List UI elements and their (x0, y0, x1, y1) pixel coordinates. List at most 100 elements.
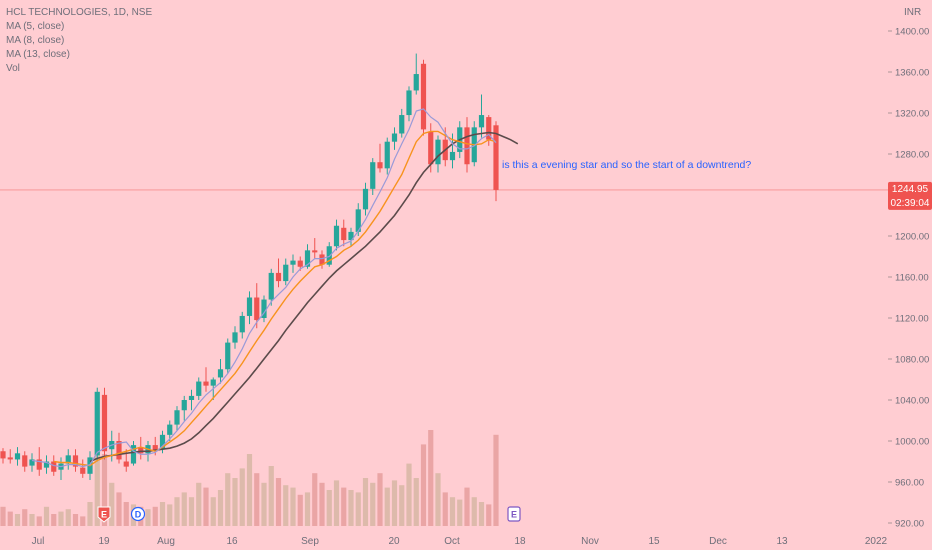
candle-body[interactable] (275, 272, 282, 282)
candle-body[interactable] (486, 117, 492, 140)
indicator-ma8-label[interactable]: MA (8, close) (6, 35, 65, 46)
candle-body[interactable] (478, 115, 485, 128)
candle-body[interactable] (297, 260, 303, 267)
price-tick-label: 1400.00 (895, 27, 929, 38)
currency-label: INR (904, 7, 921, 18)
candle-body[interactable] (29, 459, 35, 466)
candle-body[interactable] (116, 441, 122, 460)
candle-body[interactable] (435, 139, 441, 165)
candle-body[interactable] (43, 461, 50, 468)
candle-body[interactable] (341, 227, 347, 241)
candle-body[interactable] (326, 246, 332, 265)
indicator-volume-label[interactable]: Vol (6, 63, 20, 74)
candle-body[interactable] (101, 394, 108, 452)
candle-body[interactable] (413, 74, 419, 91)
candle-body[interactable] (449, 151, 456, 161)
volume-bar (181, 492, 187, 526)
candle-body[interactable] (203, 381, 209, 386)
candle-body[interactable] (384, 141, 390, 169)
candle-body[interactable] (138, 447, 144, 454)
candle-body[interactable] (348, 231, 354, 241)
candle-body[interactable] (65, 455, 71, 464)
time-tick-label: 20 (388, 536, 400, 547)
candle-body[interactable] (420, 63, 427, 130)
candle-body[interactable] (123, 461, 129, 467)
indicator-ma13-label[interactable]: MA (13, close) (6, 49, 70, 60)
volume-bar (326, 490, 332, 526)
candle-body[interactable] (254, 297, 260, 321)
candle-body[interactable] (355, 209, 361, 232)
event-marker-label: D (135, 510, 142, 520)
candle-body[interactable] (268, 272, 274, 300)
candle-body[interactable] (22, 455, 28, 467)
volume-bar (478, 502, 485, 526)
candle-body[interactable] (283, 264, 289, 282)
dividend-marker-icon[interactable] (130, 506, 146, 522)
price-tick-label: 1000.00 (895, 437, 929, 448)
candle-body[interactable] (36, 459, 42, 470)
price-tick-label: 1080.00 (895, 355, 929, 366)
time-axis: Jul 19 Aug 16 Sep 20 Oct 18 Nov 15 Dec 13 2022 (32, 536, 888, 547)
volume-bar (188, 497, 195, 526)
candle-body[interactable] (391, 133, 398, 142)
volume-bar (268, 466, 274, 526)
earnings-marker-icon[interactable] (97, 506, 111, 523)
time-tick-label: Sep (301, 536, 319, 547)
volume-bar (261, 482, 267, 526)
candle-body[interactable] (225, 342, 231, 370)
candle-body[interactable] (370, 162, 376, 189)
candle-body[interactable] (232, 332, 238, 343)
candle-body[interactable] (246, 297, 253, 316)
volume-bar (384, 487, 390, 526)
candle-body[interactable] (159, 434, 166, 450)
candle-body[interactable] (14, 453, 21, 460)
candle-body[interactable] (152, 445, 158, 452)
volume-bar (7, 511, 13, 526)
volume-bar (406, 463, 412, 526)
symbol-title: HCL TECHNOLOGIES, 1D, NSE (6, 7, 153, 18)
candle-body[interactable] (72, 455, 79, 467)
candle-body[interactable] (239, 315, 245, 333)
candle-body[interactable] (261, 299, 267, 318)
volume-bar (51, 514, 57, 526)
price-tick-label: 920.00 (895, 519, 924, 530)
countdown-timer: 02:39:04 (891, 198, 930, 209)
price-tick-label: 1160.00 (895, 273, 929, 284)
candle-body[interactable] (290, 260, 296, 265)
candle-body[interactable] (7, 457, 13, 460)
candle-body[interactable] (333, 225, 340, 247)
upcoming-earnings-marker-icon[interactable] (507, 506, 521, 522)
volume-bar (80, 516, 86, 526)
candle-body[interactable] (94, 391, 100, 456)
candle-body[interactable] (312, 250, 318, 253)
volume-bar (22, 509, 28, 526)
candle-body[interactable] (464, 127, 470, 165)
candle-body[interactable] (362, 188, 369, 210)
indicator-ma5-label[interactable]: MA (5, close) (6, 21, 65, 32)
candle-body[interactable] (167, 424, 173, 435)
candle-body[interactable] (304, 250, 311, 267)
candle-body[interactable] (428, 131, 434, 165)
candle-body[interactable] (130, 445, 137, 464)
candle-body[interactable] (406, 90, 412, 116)
candle-body[interactable] (377, 162, 383, 169)
price-tick-label: 1120.00 (895, 314, 929, 325)
candle-body[interactable] (181, 400, 187, 411)
candle-body[interactable] (174, 410, 180, 425)
candle-body[interactable] (0, 451, 6, 459)
candle-body[interactable] (51, 461, 57, 472)
volume-bars (0, 430, 499, 526)
candle-body[interactable] (493, 125, 499, 190)
chart-annotation[interactable]: is this a evening star and so the start … (502, 159, 751, 171)
candle-body[interactable] (399, 115, 405, 134)
volume-bar (391, 480, 398, 526)
candle-body[interactable] (80, 467, 86, 474)
volume-bar (486, 504, 492, 526)
candle-body[interactable] (196, 381, 202, 396)
candle-body[interactable] (217, 369, 224, 378)
candle-body[interactable] (210, 379, 216, 386)
candle-body[interactable] (188, 395, 195, 400)
candle-body[interactable] (319, 254, 325, 265)
last-price-badge: 1244.95 02:39:04 (888, 181, 932, 210)
